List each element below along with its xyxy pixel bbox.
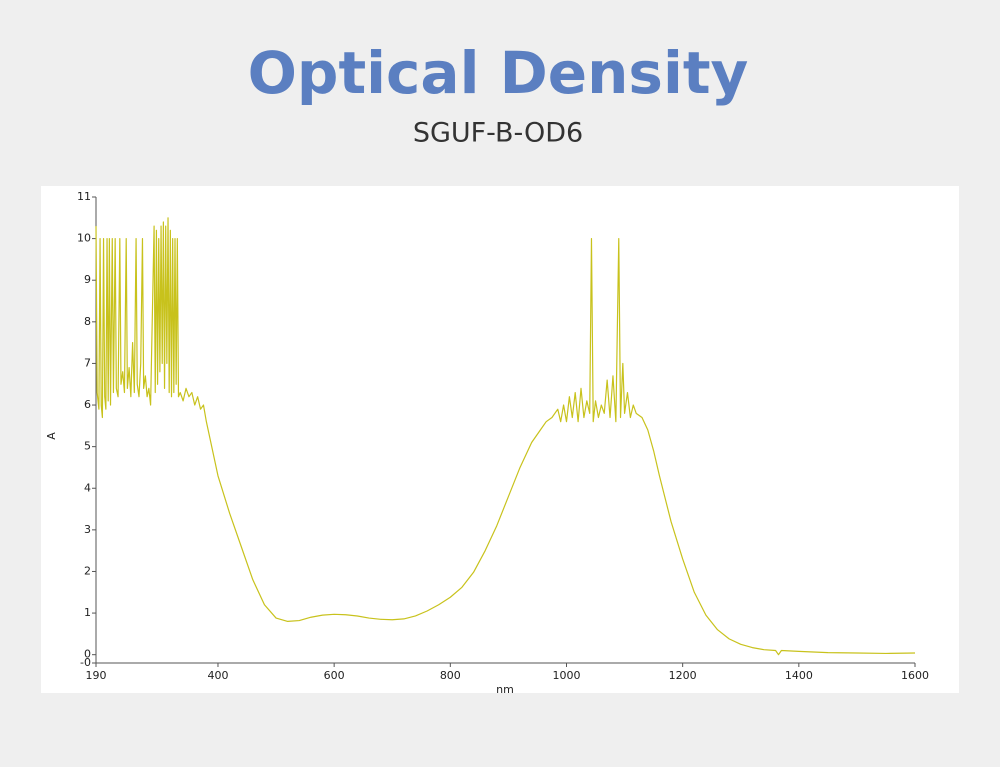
y-tick-label: 9 (84, 273, 91, 286)
y-tick-label: 10 (77, 232, 91, 245)
y-tick-label: 4 (84, 481, 91, 494)
spectrum-line (95, 217, 916, 656)
x-tick-label: 800 (440, 669, 461, 682)
y-tick-label: 11 (77, 190, 91, 203)
x-tick-label: 1400 (785, 669, 813, 682)
y-tick-label: 2 (84, 564, 91, 577)
x-tick-label: 1200 (669, 669, 697, 682)
x-tick-label: 1000 (552, 669, 580, 682)
y-tick-label: -0 (80, 656, 91, 669)
x-tick-label: 400 (207, 669, 228, 682)
y-axis-label: A (45, 432, 58, 440)
x-tick-label: 600 (324, 669, 345, 682)
y-tick-label: 7 (84, 356, 91, 369)
x-tick-label: 1600 (901, 669, 929, 682)
y-tick-label: 8 (84, 315, 91, 328)
plot-panel (41, 186, 959, 693)
y-tick-label: 5 (84, 440, 91, 453)
chart-title: Optical Density (248, 39, 749, 107)
chart-subtitle: SGUF-B-OD6 (413, 118, 583, 149)
y-tick-label: 3 (84, 523, 91, 536)
y-tick-label: 6 (84, 398, 91, 411)
x-tick-label: 190 (86, 669, 107, 682)
y-tick-label: 0 (84, 648, 91, 661)
y-tick-label: 1 (84, 606, 91, 619)
x-axis-label: nm (496, 683, 514, 696)
